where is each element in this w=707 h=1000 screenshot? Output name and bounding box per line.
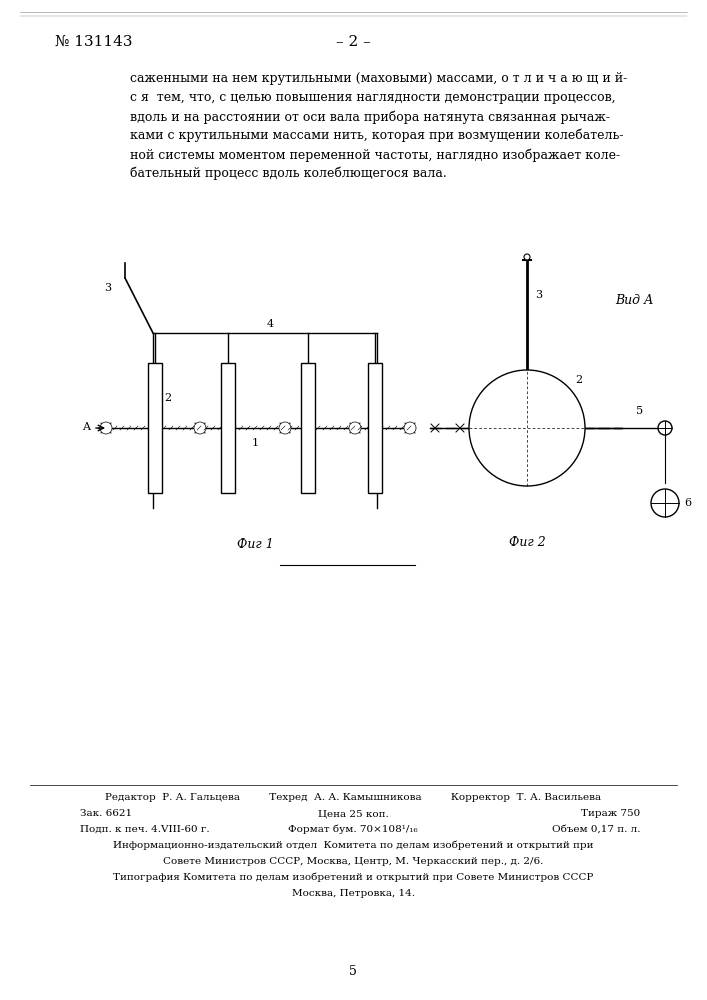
Text: Тираж 750: Тираж 750 (580, 809, 640, 818)
Text: A: A (82, 422, 90, 432)
Circle shape (469, 370, 585, 486)
Text: Объем 0,17 п. л.: Объем 0,17 п. л. (551, 825, 640, 834)
Text: Фиг 1: Фиг 1 (237, 538, 274, 551)
Bar (148, 363, 162, 493)
Text: Подп. к печ. 4.VIII-60 г.: Подп. к печ. 4.VIII-60 г. (80, 825, 209, 834)
Text: с я  тем, что, с целью повышения наглядности демонстрации процессов,: с я тем, что, с целью повышения наглядно… (130, 91, 616, 104)
Text: Цена 25 коп.: Цена 25 коп. (317, 809, 388, 818)
Circle shape (524, 254, 530, 260)
Circle shape (349, 422, 361, 434)
Text: вдоль и на расстоянии от оси вала прибора натянута связанная рычаж-: вдоль и на расстоянии от оси вала прибор… (130, 110, 610, 123)
Text: Информационно-издательский отдел  Комитета по делам изобретений и открытий при: Информационно-издательский отдел Комитет… (112, 841, 593, 850)
Text: 3: 3 (104, 283, 111, 293)
Text: Зак. 6621: Зак. 6621 (80, 809, 132, 818)
Text: Формат бум. 70×108¹/₁₆: Формат бум. 70×108¹/₁₆ (288, 825, 418, 834)
Text: 5: 5 (636, 406, 643, 416)
Bar (221, 363, 235, 493)
Bar (301, 363, 315, 493)
Text: Редактор  Р. А. Гальцева         Техред  А. А. Камышникова         Корректор  Т.: Редактор Р. А. Гальцева Техред А. А. Кам… (105, 793, 601, 802)
Text: 2: 2 (164, 393, 171, 403)
Text: Москва, Петровка, 14.: Москва, Петровка, 14. (291, 889, 414, 898)
Text: № 131143: № 131143 (55, 35, 132, 49)
Text: ной системы моментом переменной частоты, наглядно изображает коле-: ной системы моментом переменной частоты,… (130, 148, 620, 161)
Text: ками с крутильными массами нить, которая при возмущении колебатель-: ками с крутильными массами нить, которая… (130, 129, 624, 142)
Circle shape (279, 422, 291, 434)
Circle shape (404, 422, 416, 434)
Text: саженными на нем крутильными (маховыми) массами, о т л и ч а ю щ и й-: саженными на нем крутильными (маховыми) … (130, 72, 627, 85)
Circle shape (100, 422, 112, 434)
Text: Типография Комитета по делам изобретений и открытий при Совете Министров СССР: Типография Комитета по делам изобретений… (113, 873, 593, 882)
Text: 6: 6 (684, 498, 691, 508)
Text: 4: 4 (267, 319, 274, 329)
Text: – 2 –: – 2 – (336, 35, 370, 49)
Text: 1: 1 (252, 438, 259, 448)
Circle shape (658, 421, 672, 435)
Text: 5: 5 (349, 965, 357, 978)
Text: 3: 3 (535, 290, 542, 300)
Circle shape (651, 489, 679, 517)
Text: Фиг 2: Фиг 2 (508, 536, 545, 549)
Text: бательный процесс вдоль колеблющегося вала.: бательный процесс вдоль колеблющегося ва… (130, 167, 447, 180)
Text: Вид А: Вид А (615, 294, 653, 306)
Bar (368, 363, 382, 493)
Circle shape (194, 422, 206, 434)
Text: Совете Министров СССР, Москва, Центр, М. Черкасский пер., д. 2/6.: Совете Министров СССР, Москва, Центр, М.… (163, 857, 543, 866)
Text: 2: 2 (575, 375, 582, 385)
